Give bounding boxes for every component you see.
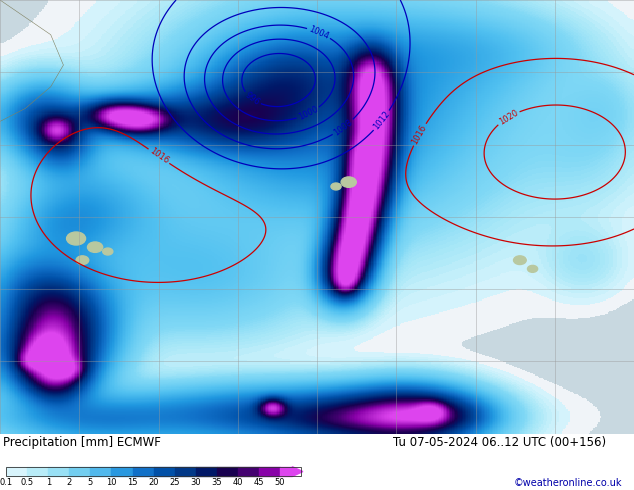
Polygon shape [0,208,51,260]
Polygon shape [0,122,76,195]
Polygon shape [0,295,114,399]
Bar [259,466,280,476]
Text: 0.1: 0.1 [0,478,13,487]
Text: 1008: 1008 [332,118,354,137]
Bar [91,466,112,476]
Bar [70,466,91,476]
Text: 0.5: 0.5 [21,478,34,487]
Text: 45: 45 [254,478,264,487]
Text: 1000: 1000 [297,105,320,122]
Polygon shape [228,0,317,17]
Circle shape [67,232,86,245]
Circle shape [331,183,341,190]
Text: 1012: 1012 [372,110,392,132]
Bar [6,466,27,476]
Bar [6,466,301,476]
Text: 15: 15 [127,478,138,487]
Text: 1004: 1004 [307,24,330,41]
Text: Tu 07-05-2024 06..12 UTC (00+156): Tu 07-05-2024 06..12 UTC (00+156) [393,436,606,449]
Polygon shape [292,466,303,476]
Text: 20: 20 [148,478,158,487]
Bar [280,466,292,476]
Text: 2: 2 [67,478,72,487]
Text: ©weatheronline.co.uk: ©weatheronline.co.uk [514,478,622,489]
Text: Precipitation [mm] ECMWF: Precipitation [mm] ECMWF [3,436,161,449]
Polygon shape [418,0,482,44]
Polygon shape [0,390,95,434]
Text: 10: 10 [107,478,117,487]
Bar [153,466,174,476]
Text: 1020: 1020 [497,108,520,127]
Bar [174,466,196,476]
Bar [48,466,70,476]
Text: 1016: 1016 [148,147,170,166]
Bar [196,466,217,476]
Circle shape [514,256,526,265]
Circle shape [103,248,113,255]
Polygon shape [0,0,63,122]
Polygon shape [558,139,634,199]
Polygon shape [469,0,571,52]
Text: 1: 1 [46,478,51,487]
Text: 35: 35 [211,478,222,487]
Text: 1016: 1016 [410,123,429,146]
Bar [112,466,133,476]
Text: 30: 30 [190,478,201,487]
Bar [27,466,48,476]
Polygon shape [380,17,418,52]
Circle shape [76,256,89,265]
Circle shape [87,242,103,252]
Polygon shape [507,22,634,182]
Bar [133,466,153,476]
Text: 5: 5 [88,478,93,487]
Circle shape [527,266,538,272]
Bar [238,466,259,476]
Bar [217,466,238,476]
Text: 25: 25 [169,478,180,487]
Text: 40: 40 [233,478,243,487]
Text: 50: 50 [275,478,285,487]
Circle shape [341,177,356,187]
Text: 996: 996 [243,91,261,107]
Polygon shape [539,208,634,434]
